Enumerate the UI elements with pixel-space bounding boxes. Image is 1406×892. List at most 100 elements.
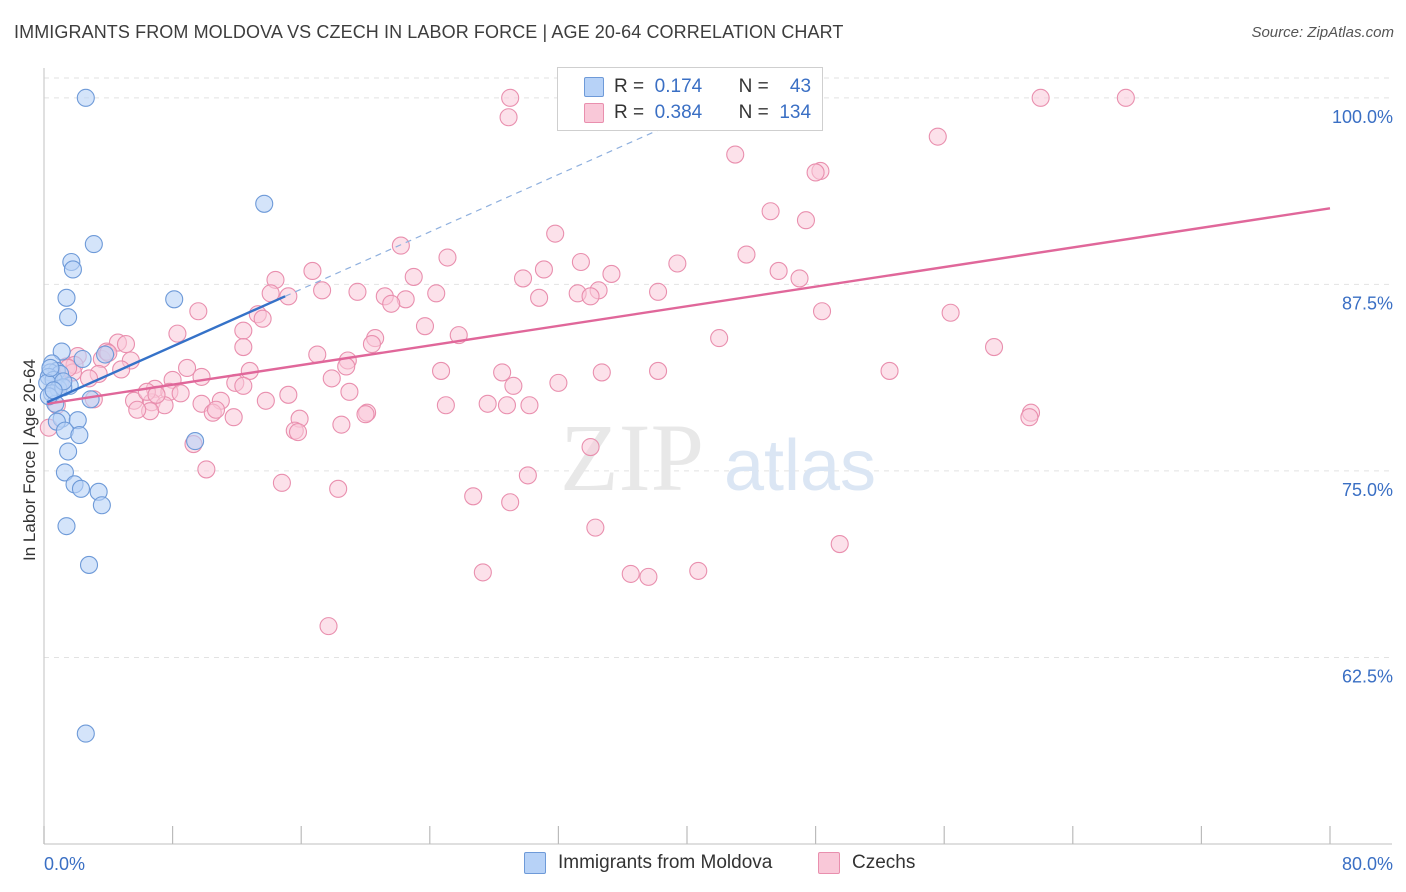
czechs-point (518, 466, 537, 485)
czechs-point (427, 284, 446, 303)
czechs-point (438, 248, 457, 267)
x-tick-label-max: 80.0% (1342, 854, 1393, 874)
czechs-point (340, 382, 359, 401)
moldova-point (186, 432, 205, 451)
x-tick-label-min: 0.0% (44, 854, 85, 874)
czechs-point (1031, 88, 1050, 107)
watermark: ZIP atlas (560, 404, 876, 511)
czechs-point (234, 338, 253, 357)
moldova-point (59, 442, 78, 461)
czechs-point (497, 396, 517, 415)
czechs-point (332, 415, 351, 434)
stats-swatch-czechs (584, 103, 604, 123)
czechs-point (586, 518, 605, 537)
czechs-point (234, 376, 253, 395)
moldova-trend-extension (284, 116, 688, 297)
stats-n-value-czechs: 134 (779, 102, 812, 123)
czechs-point (128, 400, 147, 419)
czechs-point (322, 369, 341, 388)
czechs-point (520, 396, 539, 415)
moldova-point (55, 463, 74, 482)
czechs-point (761, 202, 780, 221)
czechs-point (415, 317, 435, 336)
czechs-point (313, 281, 332, 300)
czechs-point (279, 287, 298, 306)
moldova-point (57, 288, 76, 307)
czechs-point (303, 261, 322, 281)
moldova-point (96, 345, 115, 364)
czechs-point (279, 385, 298, 404)
czechs-point (192, 367, 211, 386)
czechs-point (984, 338, 1004, 357)
moldova-point (165, 290, 184, 309)
czechs-point (649, 282, 668, 301)
moldova-point (92, 496, 111, 515)
czechs-point (1020, 408, 1039, 427)
moldova-point (57, 517, 76, 536)
legend-label-moldova: Immigrants from Moldova (558, 852, 773, 873)
moldova-point (73, 349, 92, 369)
czechs-point (796, 211, 816, 230)
czechs-point (493, 363, 512, 382)
czechs-point (288, 423, 308, 442)
czechs-point (880, 361, 899, 380)
czechs-point (928, 127, 947, 146)
czechs-point (256, 391, 275, 410)
czechs-point (253, 309, 272, 328)
moldova-points (38, 88, 274, 743)
czechs-point (432, 361, 451, 380)
watermark-atlas: atlas (724, 426, 876, 506)
source-label: Source: ZipAtlas.com (1251, 24, 1394, 41)
czechs-point (501, 88, 520, 107)
czechs-point (404, 267, 423, 286)
czechs-point (649, 361, 668, 380)
moldova-point (70, 426, 89, 445)
czechs-points (39, 88, 1135, 636)
moldova-point (71, 479, 91, 498)
stats-r-value-czechs: 0.384 (654, 102, 703, 123)
moldova-point (79, 555, 99, 574)
czechs-point (189, 302, 208, 321)
czechs-point (790, 269, 809, 288)
legend-swatch-moldova (524, 852, 546, 874)
legend: Immigrants from Moldova Czechs (0, 852, 1406, 878)
czechs-point (530, 288, 549, 307)
czechs-point (689, 561, 708, 580)
czechs-point (501, 493, 520, 512)
moldova-point (255, 194, 274, 213)
y-tick-label: 87.5% (1342, 293, 1393, 313)
trend-lines (46, 116, 1331, 405)
czechs-point (581, 287, 600, 306)
czechs-point (197, 460, 216, 479)
czechs-point (272, 473, 291, 492)
chart-title: IMMIGRANTS FROM MOLDOVA VS CZECH IN LABO… (14, 22, 844, 42)
legend-swatch-czechs (818, 852, 840, 874)
czechs-point (464, 487, 483, 506)
czechs-point (391, 236, 410, 255)
czechs-point (319, 617, 338, 636)
czechs-point (812, 302, 832, 321)
moldova-point (59, 308, 78, 327)
czechs-point (171, 384, 190, 403)
legend-item-czechs[interactable]: Czechs (818, 852, 915, 874)
czechs-point (206, 400, 226, 419)
czechs-point (473, 563, 492, 582)
watermark-zip: ZIP (560, 404, 704, 511)
czechs-point (668, 254, 687, 273)
czechs-point (168, 324, 187, 343)
y-tick-label: 75.0% (1342, 480, 1393, 500)
czechs-point (769, 261, 788, 281)
czechs-point (308, 345, 327, 364)
moldova-point (41, 358, 60, 378)
axes (43, 68, 1392, 845)
stats-swatch-moldova (584, 77, 604, 97)
czechs-point (726, 145, 745, 164)
czechs-point (602, 264, 621, 283)
y-tick-label: 100.0% (1332, 107, 1393, 127)
moldova-point (63, 260, 82, 279)
legend-item-moldova[interactable]: Immigrants from Moldova (524, 852, 772, 874)
stats-r-value-moldova: 0.174 (654, 76, 703, 97)
tick-labels: 62.5% 75.0% 87.5% 100.0% 0.0% 80.0% (44, 107, 1393, 874)
czechs-point (382, 294, 401, 313)
